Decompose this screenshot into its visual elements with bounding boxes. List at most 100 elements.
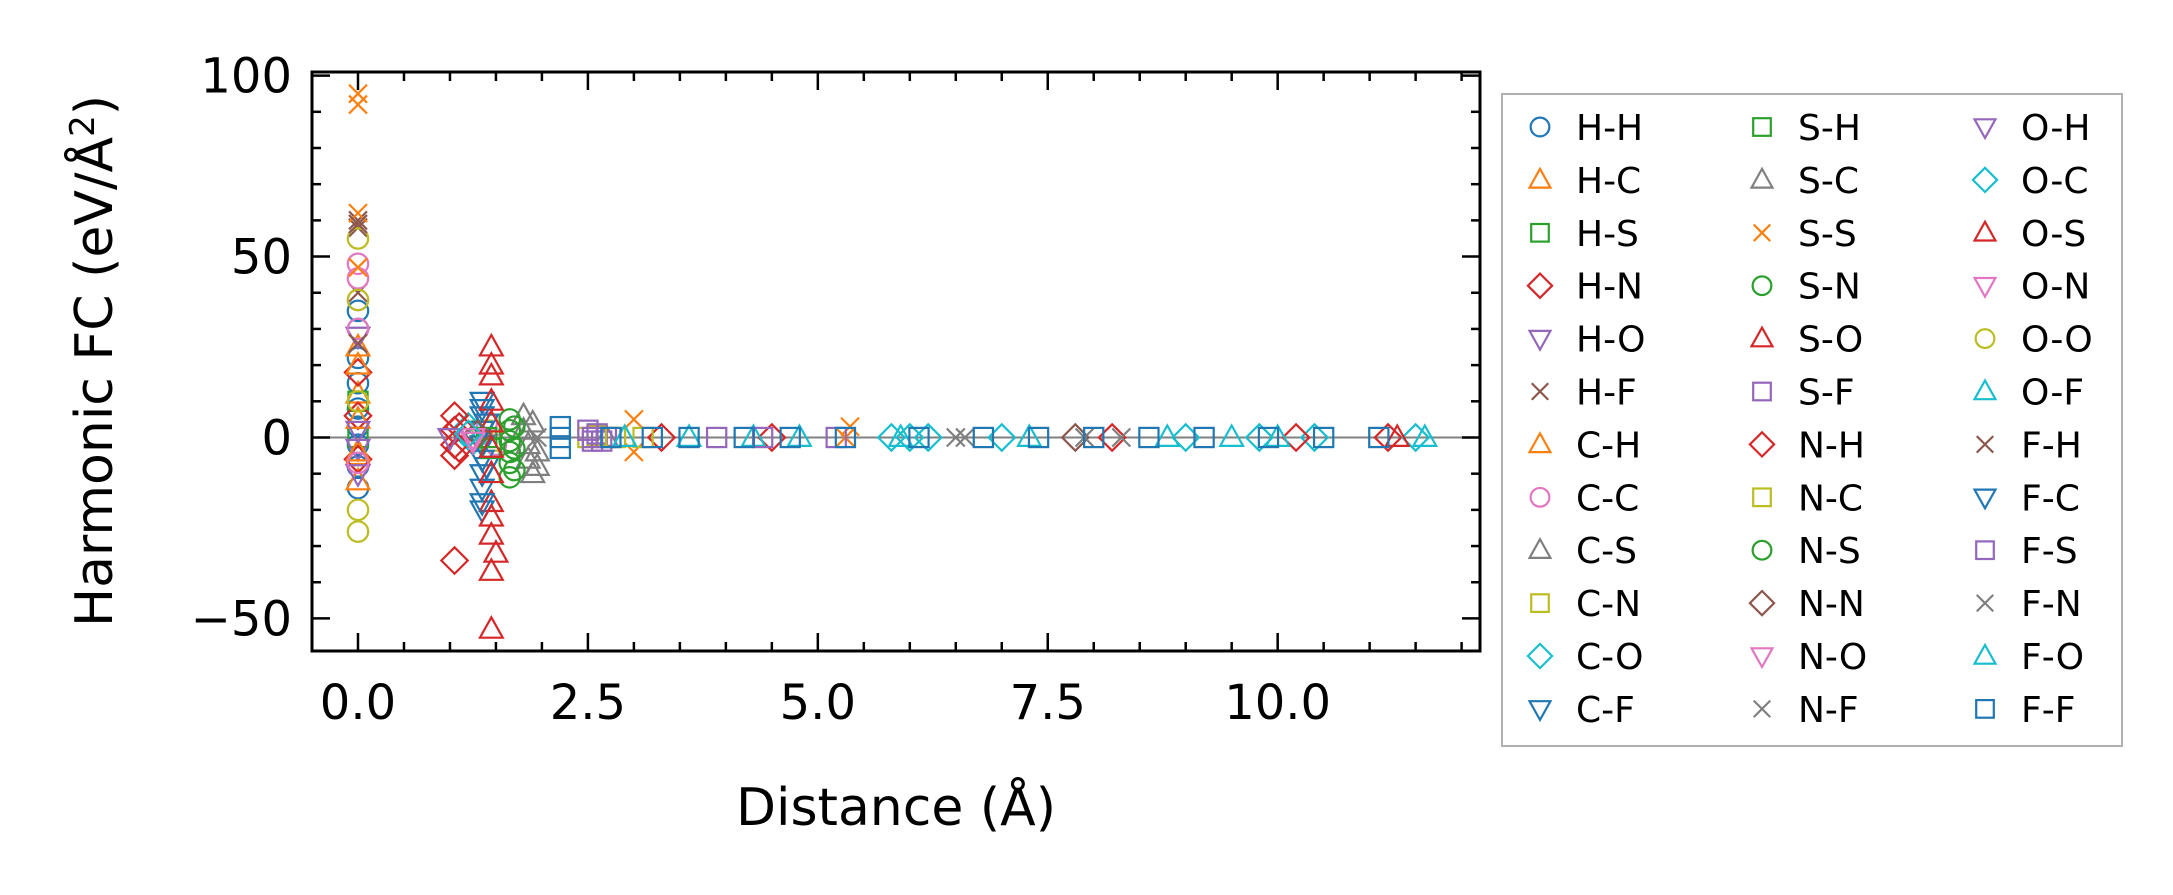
legend-marker [1751,275,1773,297]
legend-box [1501,93,2123,747]
legend-label: C-N [1576,584,1641,625]
legend-item: N-N [1748,584,1865,625]
legend-item: F-H [1975,425,2082,466]
legend-label: C-S [1576,531,1637,572]
data-point [733,426,755,449]
y-tick-label: 100 [200,49,292,105]
x-tick-label: 2.5 [550,675,626,731]
data-point [346,498,370,522]
legend-item: O-C [1971,161,2088,202]
data-point [468,391,496,416]
legend-item: F-O [1972,637,2084,678]
legend-label: N-H [1798,425,1865,466]
data-point [611,423,638,447]
legend-marker [1526,642,1554,670]
legend-marker [1527,431,1553,454]
legend-item: C-F [1527,690,1635,731]
data-point [478,350,505,375]
data-point [895,422,925,453]
data-point [641,426,663,449]
legend-label: F-O [2021,637,2084,678]
data-point [1312,426,1335,449]
legend-label: N-O [1798,637,1867,678]
axis-ticks [310,72,1480,651]
plot-frame [310,70,1482,653]
legend-item: C-N [1530,584,1641,625]
legend-label: F-F [2021,690,2075,731]
legend-label: S-F [1798,373,1855,414]
data-point [478,332,505,357]
data-point [1281,422,1311,453]
legend-label: C-H [1576,425,1641,466]
legend-label: S-N [1798,267,1861,308]
data-point [346,317,370,341]
data-point [343,401,373,431]
data-point [503,437,526,460]
data-point [834,426,857,449]
x-tick-labels: 0.0 2.5 5.0 7.5 10.0 [320,675,1331,731]
legend-marker [1974,328,1996,350]
legend-marker [1975,435,1995,454]
legend-item: C-H [1527,425,1641,466]
data-point [346,451,370,475]
legend-item: S-O [1749,320,1863,361]
legend-marker [1972,488,1998,511]
y-axis-title-main: Harmonic FC (eV/Å [63,136,125,627]
series-o-h [344,420,464,452]
data-point [478,557,505,581]
data-point [344,437,372,462]
data-point [344,466,372,491]
x-tick-label: 10.0 [1224,675,1331,731]
legend-marker [1530,222,1550,243]
data-point [1257,426,1280,449]
data-point [478,520,505,545]
data-point [1154,423,1181,447]
series-o-o [346,227,370,543]
data-point [459,431,487,456]
data-point [436,427,464,452]
data-point [1138,426,1160,449]
legend-marker [1526,272,1554,300]
legend-label: F-H [2021,425,2082,466]
legend-label: N-F [1798,690,1859,731]
data-point [468,399,496,423]
legend-item: H-F [1530,373,1637,414]
legend-marker [1971,166,1999,194]
legend-label: C-O [1576,637,1643,678]
data-point [348,214,368,234]
legend-item: F-C [1972,478,2080,519]
legend-item: H-O [1527,320,1645,361]
data-point [478,408,505,433]
legend-label: N-N [1798,584,1865,625]
legend-marker [1749,166,1775,189]
legend-marker [1972,276,1998,299]
data-point [346,299,370,323]
data-point [524,452,551,476]
data-point [946,427,966,448]
data-point [344,405,372,429]
data-point [478,615,505,639]
data-point [346,390,370,413]
series-f-n [527,427,975,448]
data-point [779,426,801,449]
data-point [1373,422,1403,453]
legend-marker [1975,698,1995,719]
legend-label: C-C [1576,478,1639,519]
data-point [478,488,505,513]
legend-marker [1529,486,1551,508]
data-point [549,437,572,460]
legend-item: N-H [1748,425,1865,466]
legend-item: N-C [1752,478,1863,519]
data-point [346,266,370,290]
y-axis-title: Harmonic FC (eV/Å2) [63,95,125,627]
y-tick-label: 0 [261,410,292,466]
data-point [1368,426,1390,449]
data-point [1193,426,1215,449]
data-point [514,444,542,469]
legend-marker [1972,219,1998,242]
legend-marker [1527,700,1553,723]
data-point [503,458,526,482]
data-point [503,415,526,438]
data-point [348,210,368,231]
data-point [972,426,995,449]
